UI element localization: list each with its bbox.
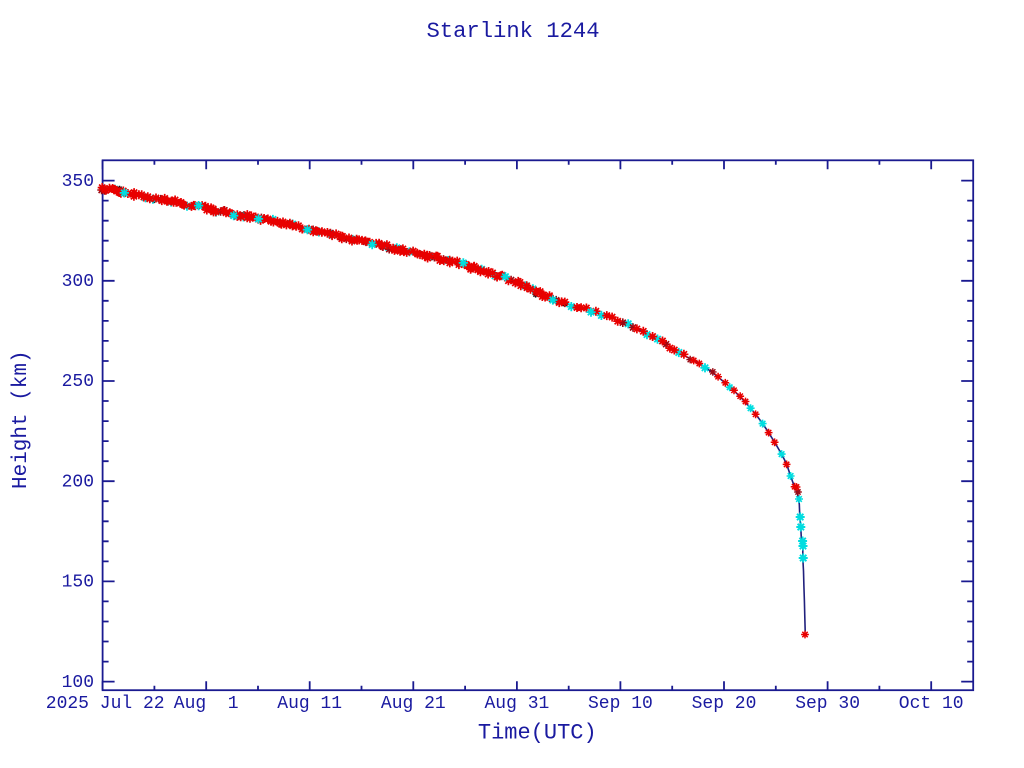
svg-text:Aug 31: Aug 31 — [484, 694, 549, 714]
svg-text:150: 150 — [62, 573, 94, 593]
svg-text:Time(UTC): Time(UTC) — [478, 721, 597, 746]
svg-text:Sep 10: Sep 10 — [588, 694, 653, 714]
svg-text:Height (km): Height (km) — [10, 350, 33, 489]
svg-text:Aug 11: Aug 11 — [277, 694, 342, 714]
svg-text:350: 350 — [62, 172, 94, 192]
svg-text:Aug 21: Aug 21 — [381, 694, 446, 714]
svg-text:200: 200 — [62, 472, 94, 492]
svg-text:100: 100 — [62, 673, 94, 693]
svg-text:Oct 10: Oct 10 — [899, 694, 964, 714]
svg-text:250: 250 — [62, 372, 94, 392]
svg-text:2025 Jul 22: 2025 Jul 22 — [46, 694, 165, 714]
svg-text:Starlink 1244: Starlink 1244 — [426, 19, 599, 44]
svg-text:Sep 20: Sep 20 — [692, 694, 757, 714]
svg-text:Aug 1: Aug 1 — [174, 694, 239, 714]
svg-text:300: 300 — [62, 272, 94, 292]
svg-text:Sep 30: Sep 30 — [795, 694, 860, 714]
